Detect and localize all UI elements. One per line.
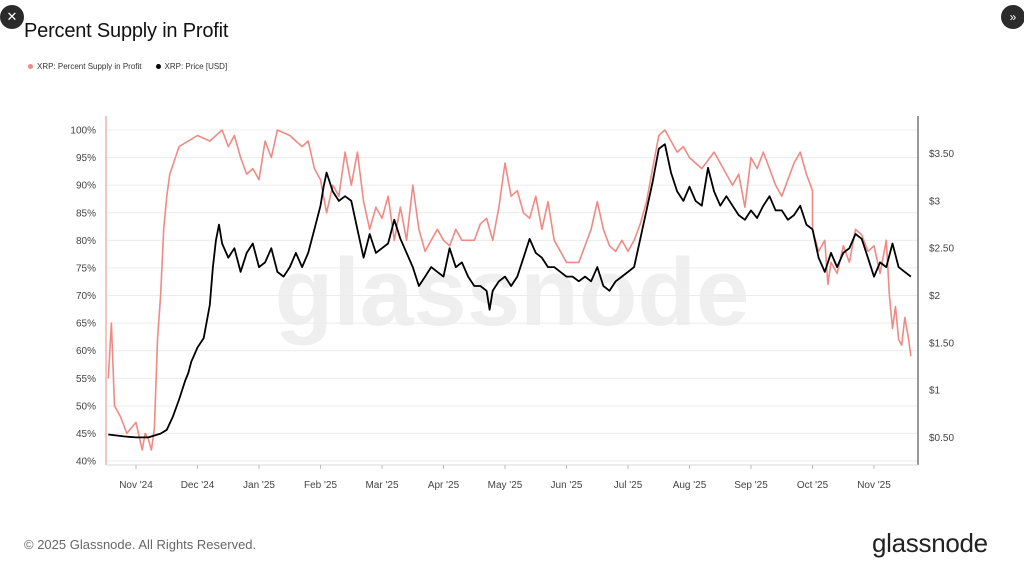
y-right-tick-label: $3.50 — [929, 149, 954, 160]
y-left-tick-label: 55% — [76, 374, 96, 385]
y-left-tick-label: 40% — [76, 457, 96, 468]
y-right-tick-label: $1.50 — [929, 338, 954, 349]
x-tick-label: Dec '24 — [181, 480, 215, 491]
legend-dot — [28, 64, 33, 69]
y-right-tick-label: $2.50 — [929, 244, 954, 255]
y-left-tick-label: 100% — [70, 126, 96, 137]
x-tick-label: Feb '25 — [304, 480, 337, 491]
watermark: glassnode — [275, 239, 750, 346]
chart-title: Percent Supply in Profit — [24, 20, 229, 42]
y-left-tick-label: 85% — [76, 208, 96, 219]
x-tick-label: Aug '25 — [673, 480, 707, 491]
series-line-price — [108, 143, 912, 439]
expand-button[interactable]: » — [1001, 5, 1024, 29]
legend-item-price[interactable]: XRP: Price [USD] — [155, 62, 228, 71]
y-left-tick-label: 50% — [76, 401, 96, 412]
x-tick-label: Apr '25 — [428, 480, 460, 491]
glassnode-logo: glassnode — [872, 528, 988, 558]
legend-label: XRP: Percent Supply in Profit — [37, 62, 142, 71]
close-icon: ✕ — [6, 9, 18, 24]
chevron-double-right-icon: » — [1009, 10, 1017, 24]
y-right-tick-label: $0.50 — [929, 433, 954, 444]
y-right-tick-label: $3 — [929, 196, 941, 207]
legend-item-supply-in-profit[interactable]: XRP: Percent Supply in Profit — [28, 62, 142, 71]
legend-label: XRP: Price [USD] — [164, 62, 228, 71]
y-right-tick-label: $1 — [929, 386, 941, 397]
y-left-tick-label: 60% — [76, 346, 96, 357]
x-tick-label: May '25 — [488, 480, 523, 491]
y-left-tick-label: 95% — [76, 153, 96, 164]
y-left-tick-label: 45% — [76, 429, 96, 440]
y-right-tick-label: $2 — [929, 291, 941, 302]
y-left-tick-label: 65% — [76, 319, 96, 330]
series-line-supply-in-profit — [107, 129, 912, 451]
x-tick-label: Nov '24 — [119, 480, 153, 491]
y-left-tick-label: 75% — [76, 263, 96, 274]
y-left-tick-label: 80% — [76, 236, 96, 247]
x-tick-label: Jan '25 — [243, 480, 275, 491]
close-button[interactable]: ✕ — [0, 5, 24, 29]
x-tick-label: Oct '25 — [797, 480, 829, 491]
x-tick-label: Mar '25 — [365, 480, 398, 491]
x-tick-label: Jul '25 — [614, 480, 643, 491]
y-left-tick-label: 70% — [76, 291, 96, 302]
x-tick-label: Nov '25 — [857, 480, 891, 491]
x-tick-label: Sep '25 — [734, 480, 768, 491]
y-left-tick-label: 90% — [76, 181, 96, 192]
legend-dot — [155, 64, 161, 69]
legend: XRP: Percent Supply in Profit XRP: Price… — [28, 62, 227, 71]
x-tick-label: Jun '25 — [551, 480, 583, 491]
copyright-text: © 2025 Glassnode. All Rights Reserved. — [24, 537, 257, 552]
